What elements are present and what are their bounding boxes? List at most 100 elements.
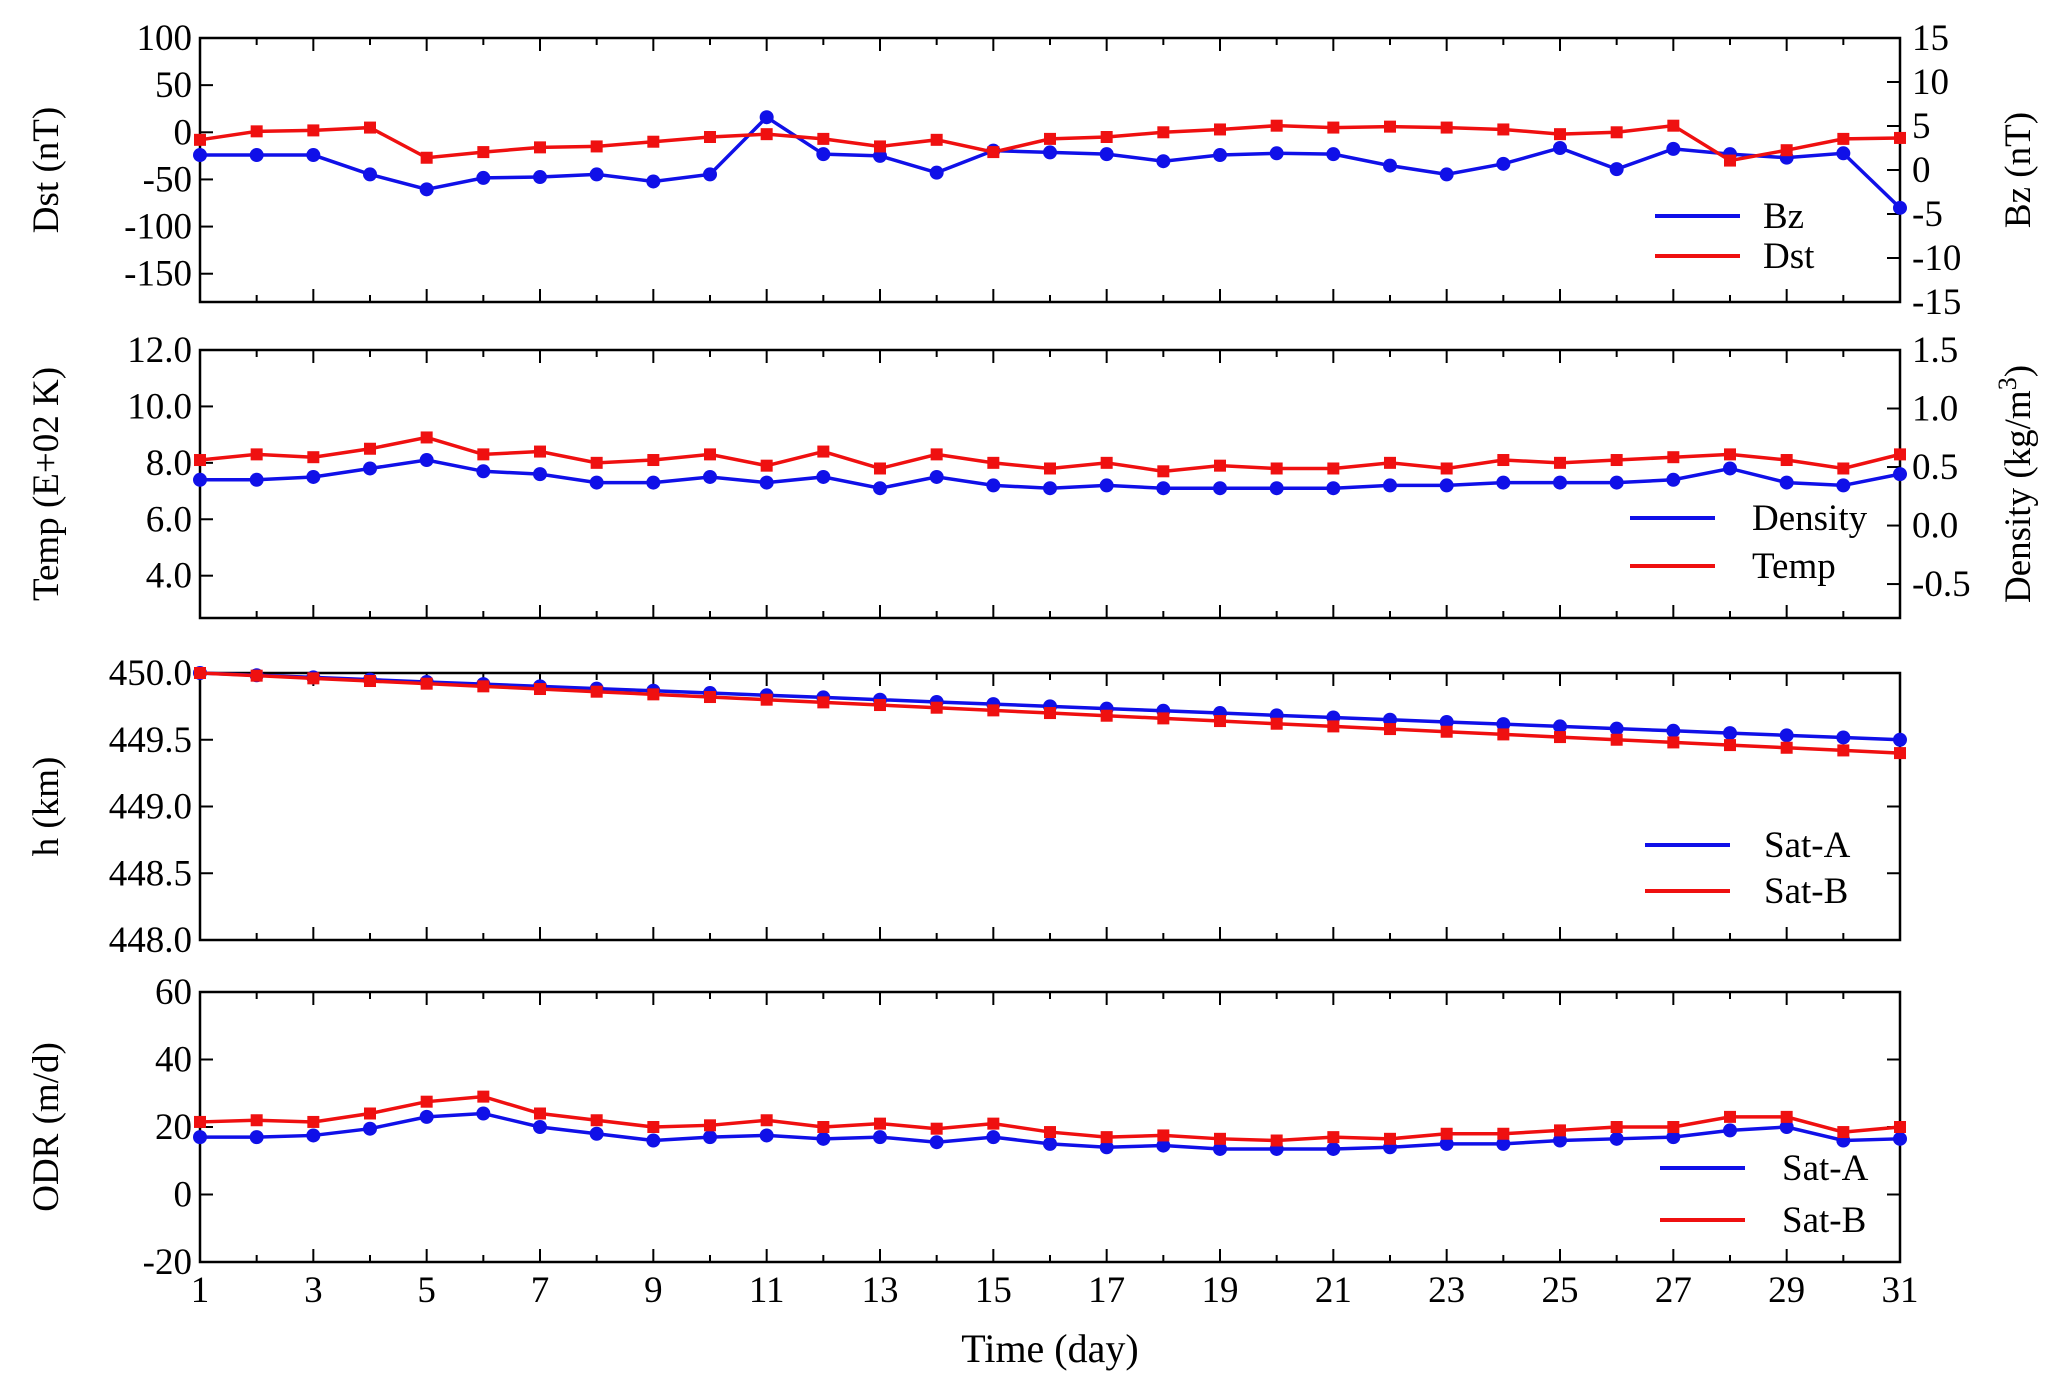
x-tick-label: 13	[862, 1270, 899, 1311]
data-point	[1723, 1123, 1737, 1138]
data-point	[194, 133, 206, 146]
data-point	[1666, 1130, 1681, 1145]
data-point	[1043, 145, 1057, 160]
data-point	[1497, 1127, 1510, 1140]
data-point	[759, 1128, 774, 1143]
data-point	[194, 1115, 206, 1128]
data-point	[1100, 456, 1113, 469]
y-tick-label-right: 0.0	[1912, 506, 1958, 547]
data-point	[1270, 462, 1283, 475]
data-point	[249, 472, 264, 487]
data-point	[1099, 478, 1114, 493]
data-point	[760, 693, 773, 706]
data-point	[534, 141, 546, 154]
data-point	[1497, 728, 1510, 741]
data-point	[929, 469, 944, 484]
data-point	[986, 478, 1001, 493]
data-point	[1043, 1136, 1057, 1151]
y-tick-label-left: 100	[137, 18, 193, 59]
data-point	[1609, 475, 1624, 490]
x-tick-label: 25	[1542, 1270, 1579, 1311]
data-point	[1440, 1127, 1453, 1140]
data-point	[874, 140, 886, 153]
x-tick-label: 17	[1088, 1270, 1125, 1311]
panel-frame	[198, 36, 1902, 304]
data-point	[1893, 732, 1907, 747]
data-point	[420, 151, 433, 164]
data-point	[1609, 1131, 1624, 1146]
data-point	[704, 1119, 716, 1132]
data-point	[1779, 728, 1794, 743]
x-tick-label: 27	[1655, 1270, 1692, 1311]
data-point	[1780, 144, 1793, 157]
data-point	[703, 469, 717, 484]
data-point	[987, 704, 1000, 717]
data-point	[760, 459, 773, 472]
data-point	[1666, 472, 1681, 487]
data-point	[1554, 128, 1566, 141]
data-point	[1157, 126, 1170, 139]
y-tick-label-left: 6.0	[146, 499, 192, 540]
data-point	[1327, 121, 1340, 134]
data-point	[589, 167, 604, 182]
data-point	[929, 1135, 944, 1150]
data-point	[760, 1114, 773, 1127]
data-point	[1554, 456, 1566, 469]
data-point	[193, 148, 207, 163]
y-axis-label-right: Density (kg/m3)	[1993, 365, 2040, 603]
data-point	[1157, 1129, 1170, 1142]
data-point	[1213, 481, 1227, 496]
legend: Density Temp	[1630, 498, 1868, 587]
data-point	[1609, 721, 1624, 736]
data-point	[704, 448, 716, 461]
data-point	[930, 701, 943, 714]
data-point	[1496, 717, 1511, 732]
legend-label: Sat-B	[1764, 871, 1848, 912]
y-tick-label-left: 448.5	[109, 853, 192, 894]
legend-label: Sat-A	[1782, 1148, 1869, 1189]
data-point	[533, 467, 547, 482]
data-point	[929, 165, 944, 180]
data-point	[194, 667, 206, 679]
x-tick-label: 9	[644, 1270, 663, 1311]
data-point	[1099, 147, 1114, 162]
data-point	[646, 1133, 661, 1148]
data-point	[817, 696, 830, 709]
x-tick-label: 15	[975, 1270, 1012, 1311]
legend-label: Temp	[1752, 546, 1836, 587]
data-point	[1326, 481, 1341, 496]
data-point	[249, 148, 264, 163]
data-point	[1667, 451, 1680, 464]
data-point	[476, 170, 491, 185]
data-point	[703, 167, 717, 182]
data-point	[1156, 154, 1171, 169]
data-point	[1893, 1131, 1907, 1146]
data-point	[1327, 1131, 1340, 1144]
x-axis-label: Time (day)	[961, 1326, 1138, 1371]
data-point	[193, 472, 207, 487]
data-point	[307, 672, 320, 685]
data-point	[306, 1128, 321, 1143]
data-point	[1553, 141, 1567, 155]
data-point	[1270, 717, 1283, 730]
data-point	[1156, 1138, 1171, 1153]
legend: Sat-A Sat-B	[1660, 1148, 1869, 1241]
y-tick-label-left: 4.0	[146, 556, 192, 597]
data-point	[1666, 723, 1681, 738]
x-tick-label: 11	[749, 1270, 785, 1311]
data-point	[1213, 1141, 1227, 1156]
y-tick-label-right: 10	[1912, 62, 1949, 103]
data-point	[364, 675, 376, 688]
data-point	[1723, 461, 1737, 476]
data-point	[647, 688, 660, 701]
data-point	[307, 1115, 320, 1128]
data-point	[590, 140, 603, 153]
data-point	[534, 683, 546, 696]
legend-label: Sat-B	[1782, 1200, 1866, 1241]
data-point	[817, 445, 830, 458]
data-point	[1836, 730, 1851, 745]
data-point	[646, 174, 661, 189]
data-point	[930, 133, 943, 146]
